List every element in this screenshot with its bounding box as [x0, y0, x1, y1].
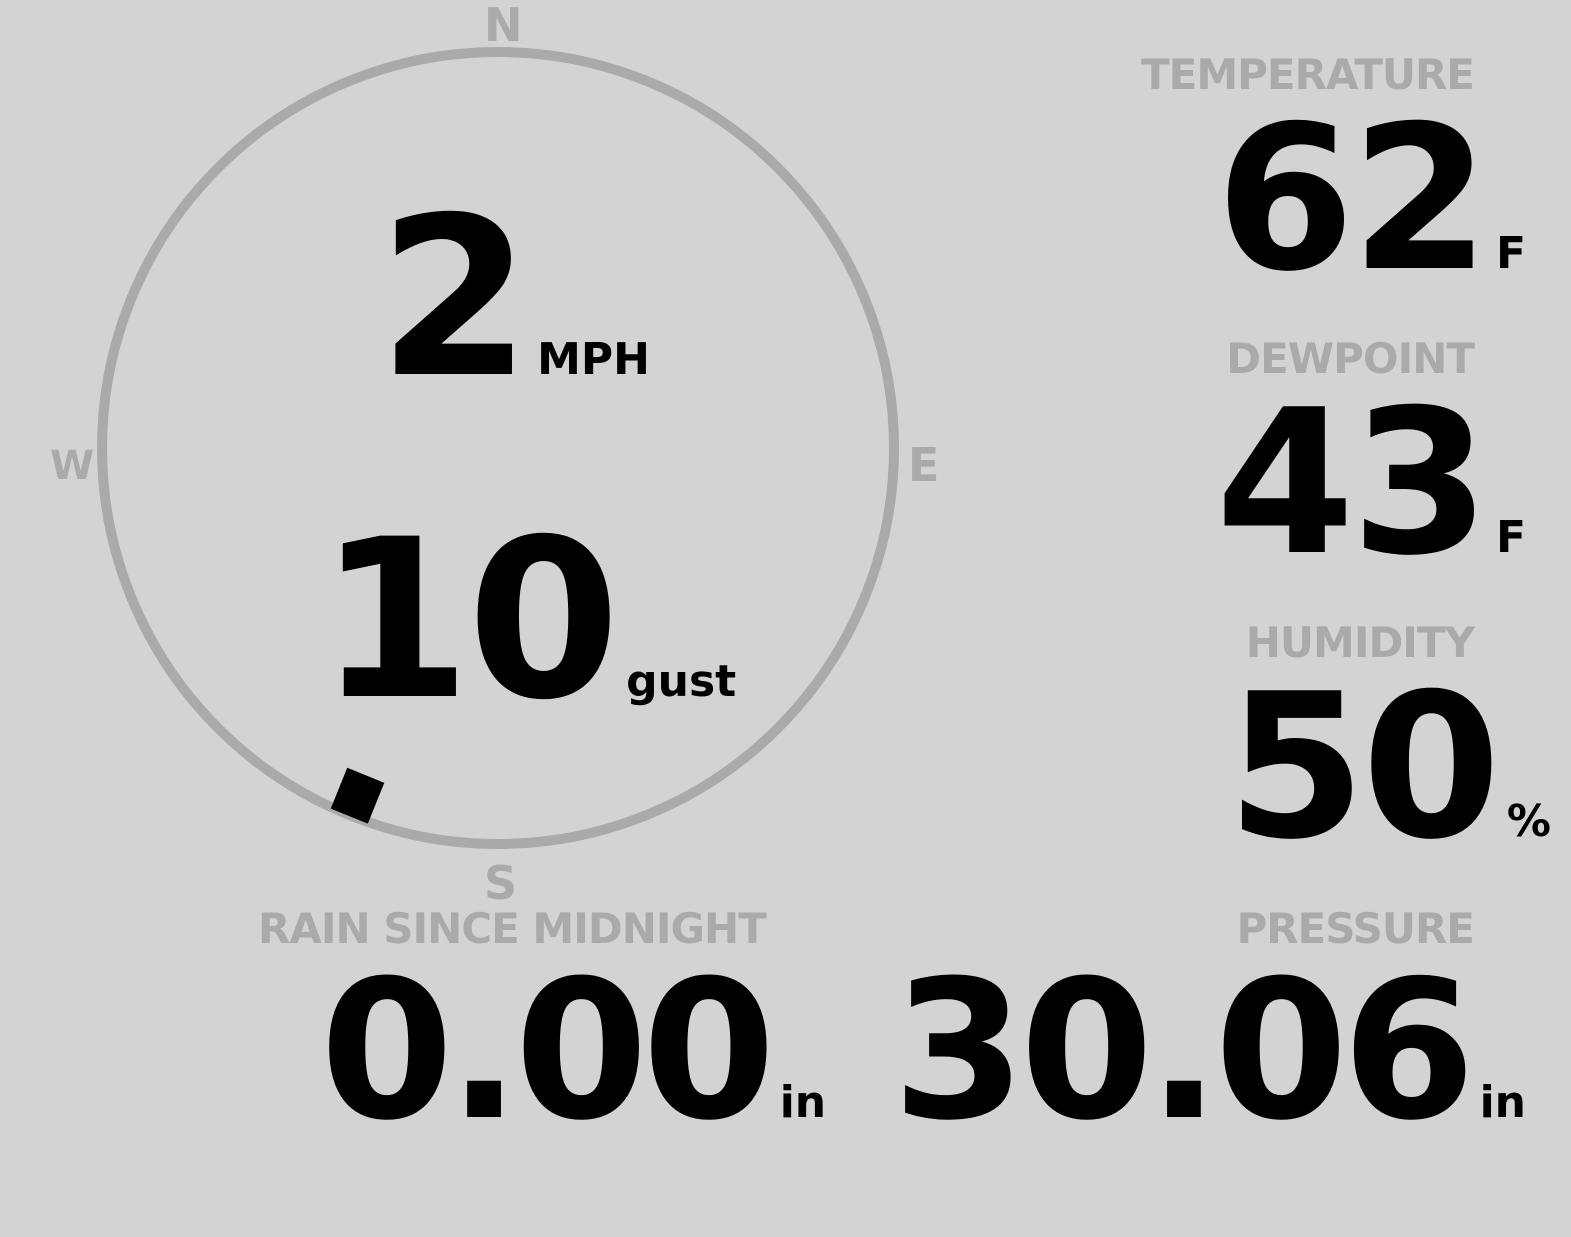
rain-label: RAIN SINCE MIDNIGHT: [258, 904, 767, 953]
temperature-value: 62: [1215, 83, 1490, 316]
wind-direction-marker: [330, 767, 385, 824]
wind-compass: [97, 47, 899, 849]
wind-speed-value: 2: [378, 170, 531, 426]
compass-north: N: [484, 0, 523, 52]
pressure-value: 30.06: [892, 940, 1475, 1163]
temperature-label: TEMPERATURE: [1141, 50, 1475, 99]
rain-unit: in: [779, 1077, 827, 1128]
wind-gust-value: 10: [318, 492, 620, 748]
compass-south: S: [484, 856, 518, 910]
humidity: 50 %: [1227, 668, 1551, 868]
pressure-label: PRESSURE: [1236, 904, 1475, 953]
humidity-unit: %: [1506, 796, 1551, 847]
dewpoint-label: DEWPOINT: [1226, 334, 1475, 383]
humidity-label: HUMIDITY: [1245, 618, 1475, 667]
rain: 0.00 in: [320, 956, 826, 1148]
pressure: 30.06 in: [892, 956, 1526, 1148]
wind-speed-unit: MPH: [537, 334, 650, 385]
pressure-unit: in: [1479, 1077, 1526, 1128]
wind-gust-label: gust: [626, 656, 737, 707]
dewpoint: 43 F: [1216, 384, 1526, 584]
dewpoint-unit: F: [1495, 512, 1526, 563]
dewpoint-value: 43: [1215, 367, 1490, 600]
compass-ring: [97, 47, 899, 849]
wind-gust: 10 gust: [318, 510, 736, 730]
temperature: 62 F: [1216, 100, 1526, 300]
wind-speed: 2 MPH: [378, 188, 650, 408]
compass-west: W: [50, 443, 95, 489]
compass-east: E: [908, 438, 940, 492]
rain-value: 0.00: [320, 940, 776, 1163]
humidity-value: 50: [1226, 651, 1501, 884]
temperature-unit: F: [1495, 228, 1526, 279]
